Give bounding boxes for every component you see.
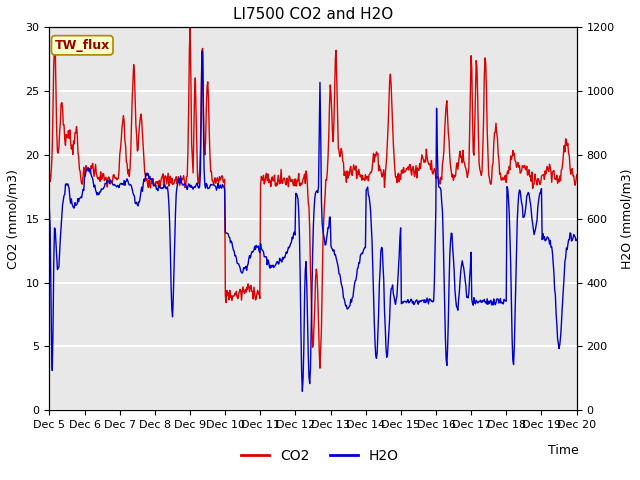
Text: TW_flux: TW_flux <box>54 39 110 52</box>
Y-axis label: H2O (mmol/m3): H2O (mmol/m3) <box>620 168 633 269</box>
Legend: CO2, H2O: CO2, H2O <box>236 443 404 468</box>
Y-axis label: CO2 (mmol/m3): CO2 (mmol/m3) <box>7 169 20 269</box>
Title: LI7500 CO2 and H2O: LI7500 CO2 and H2O <box>233 7 393 22</box>
Text: Time: Time <box>548 444 579 456</box>
